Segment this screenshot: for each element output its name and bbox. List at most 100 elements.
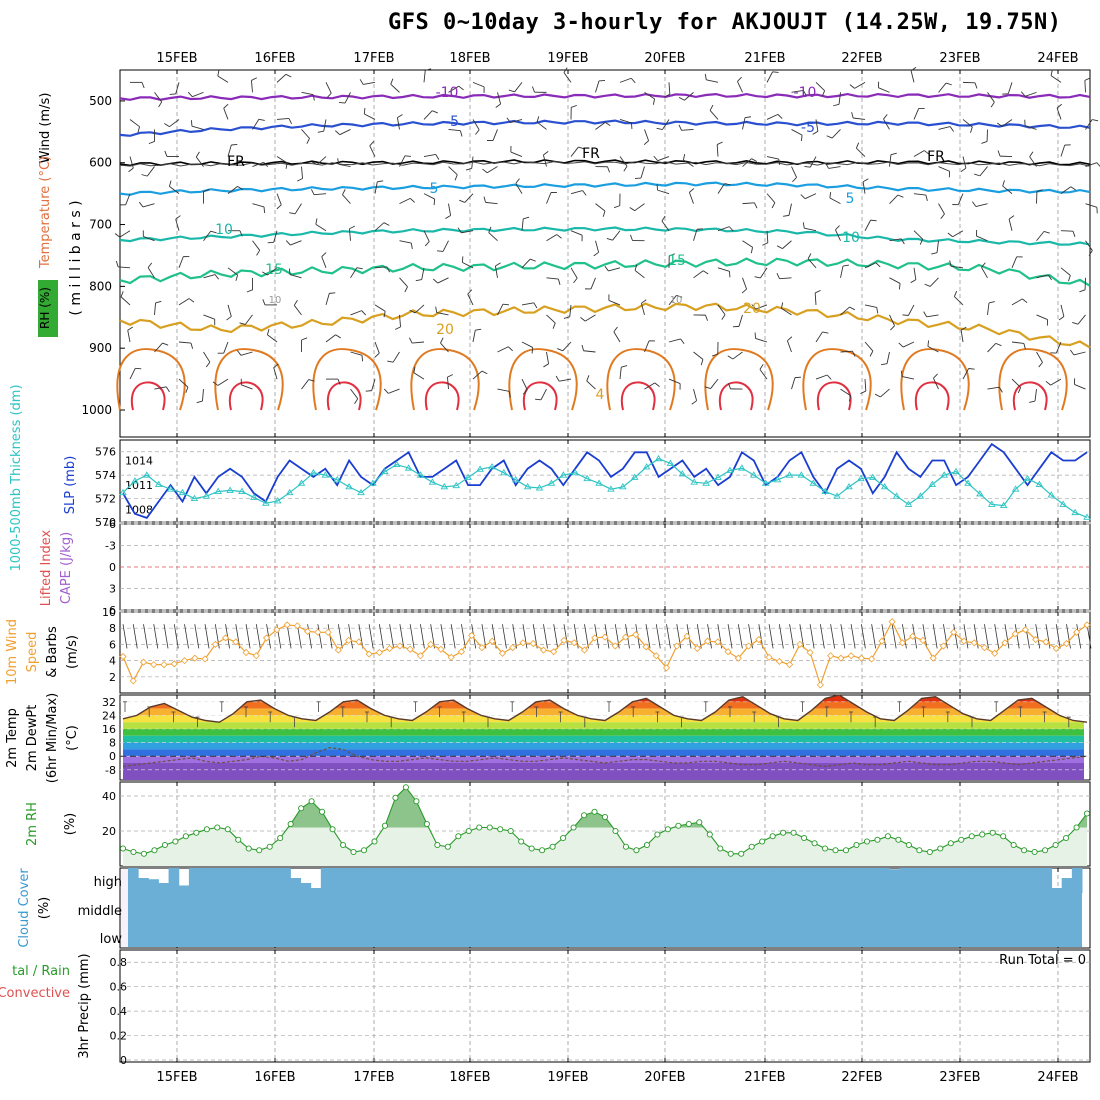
wind-barb-flag — [787, 336, 793, 342]
wind-barb — [399, 197, 411, 205]
wind-barb — [276, 73, 287, 83]
wind-barb — [147, 267, 155, 279]
rh-point — [518, 838, 525, 845]
contour-label: 5 — [430, 181, 439, 197]
thickness-point — [297, 479, 306, 486]
ylabel-cloud-units: (%) — [37, 897, 52, 920]
wind-barb-flag — [724, 183, 731, 186]
wind-barb — [350, 310, 362, 316]
wind-barb-flag — [1023, 343, 1026, 350]
wind-barb — [1002, 185, 1013, 194]
wind-speed-point — [1011, 630, 1019, 638]
wind-speed-point — [950, 628, 958, 636]
wind-barb-flag — [543, 363, 549, 368]
date-label-bottom: 24FEB — [1037, 1070, 1078, 1085]
wind-speed-point — [416, 652, 424, 660]
wind-speed-point — [221, 634, 230, 642]
wind-barb-flag — [187, 91, 193, 97]
wind-barb — [371, 378, 376, 391]
wind-barb — [339, 129, 351, 136]
rh-point — [329, 826, 336, 833]
wind-barb-flag — [120, 291, 124, 298]
wind-barb-flag — [1008, 215, 1015, 220]
wind-barb — [392, 351, 400, 363]
cloud-high-bar — [503, 868, 515, 893]
wind-speed-point — [509, 644, 517, 652]
wind-barb-flag — [1050, 69, 1053, 76]
wind-barb-flag — [169, 93, 176, 95]
wind-barb-flag — [164, 123, 170, 128]
wind-barb — [471, 156, 474, 169]
wind-barb — [321, 256, 327, 268]
thickness-point — [119, 488, 127, 496]
cloud-high-bar — [270, 868, 281, 893]
wind-barb-flag — [802, 90, 807, 96]
cloud-high-bar — [259, 868, 271, 893]
pressure-tick-label: 600 — [89, 156, 112, 170]
wind-barb-flag — [996, 122, 1003, 127]
wind-barb — [154, 302, 156, 315]
rh-point — [465, 827, 472, 835]
cloud-high-bar — [452, 868, 464, 893]
wind-barb-flag — [326, 92, 332, 98]
wind-barb — [688, 192, 694, 204]
wind-barb — [307, 624, 312, 649]
wind-barb-flag — [924, 150, 930, 155]
thickness-point — [214, 487, 223, 494]
wind-barb — [1085, 203, 1098, 208]
date-label-top: 22FEB — [841, 51, 882, 66]
thickness-point — [999, 501, 1008, 509]
wind-speed-point — [991, 649, 999, 657]
wind-barb — [962, 119, 973, 128]
wind-barb-flag — [1002, 180, 1005, 187]
cloud-high-bar — [686, 868, 697, 893]
wind-barb-flag — [432, 110, 438, 114]
wind-barb — [570, 146, 579, 157]
wind-barb-flag — [848, 395, 852, 402]
cloud-high-bar — [493, 868, 505, 893]
wind-barb — [922, 624, 928, 649]
rh-point — [308, 798, 315, 805]
wind-barb-flag — [604, 122, 611, 127]
wind-barb — [143, 236, 155, 242]
wind-barb-flag — [1068, 275, 1071, 282]
thickness-point — [642, 463, 651, 470]
wind-barb — [423, 70, 426, 83]
wind-barb — [850, 624, 856, 649]
wind-barb-flag — [702, 270, 709, 275]
wind-barb — [203, 351, 211, 363]
precip-tick-label: 0.2 — [110, 1030, 128, 1043]
wind-barb-flag — [578, 146, 585, 150]
temp-tick-label: 0 — [109, 750, 116, 763]
wind-barb-flag — [1092, 119, 1099, 122]
rh-point — [811, 840, 818, 847]
wind-barb — [146, 166, 155, 177]
wind-barb — [245, 624, 251, 649]
wind-barb — [276, 156, 288, 164]
wind-barb-flag — [530, 258, 536, 262]
wind-barb — [889, 154, 892, 167]
wind-speed-point — [539, 646, 548, 654]
wind-barb-flag — [890, 325, 895, 331]
wind-barb-flag — [812, 130, 819, 135]
upper-air-panel: 500 600 700 800 900 1000 -10 -10 -5 -5 FR FR FR 5 5 10 1… — [81, 66, 1100, 417]
cloud-high-bar — [1071, 868, 1083, 893]
wind-barb-flag — [495, 103, 501, 108]
wind-barb-flag — [709, 104, 714, 111]
wind-barb — [717, 267, 730, 272]
wind-barb — [344, 92, 351, 104]
wind-barb — [987, 386, 1000, 390]
cloud-level-label: middle — [78, 904, 122, 919]
wind-barb — [804, 193, 817, 200]
wind-barb — [497, 92, 502, 105]
wind-barb — [840, 624, 846, 649]
wind-barb-flag — [1017, 387, 1022, 394]
contour-FR — [119, 159, 1091, 167]
rh-point — [769, 833, 776, 840]
cloud-high-bar — [188, 868, 200, 893]
wind-speed-point — [847, 652, 855, 660]
thickness-point — [143, 471, 151, 478]
wind-barb — [1060, 186, 1072, 195]
wind-barb — [957, 193, 964, 205]
wind-barb — [1001, 119, 1013, 127]
